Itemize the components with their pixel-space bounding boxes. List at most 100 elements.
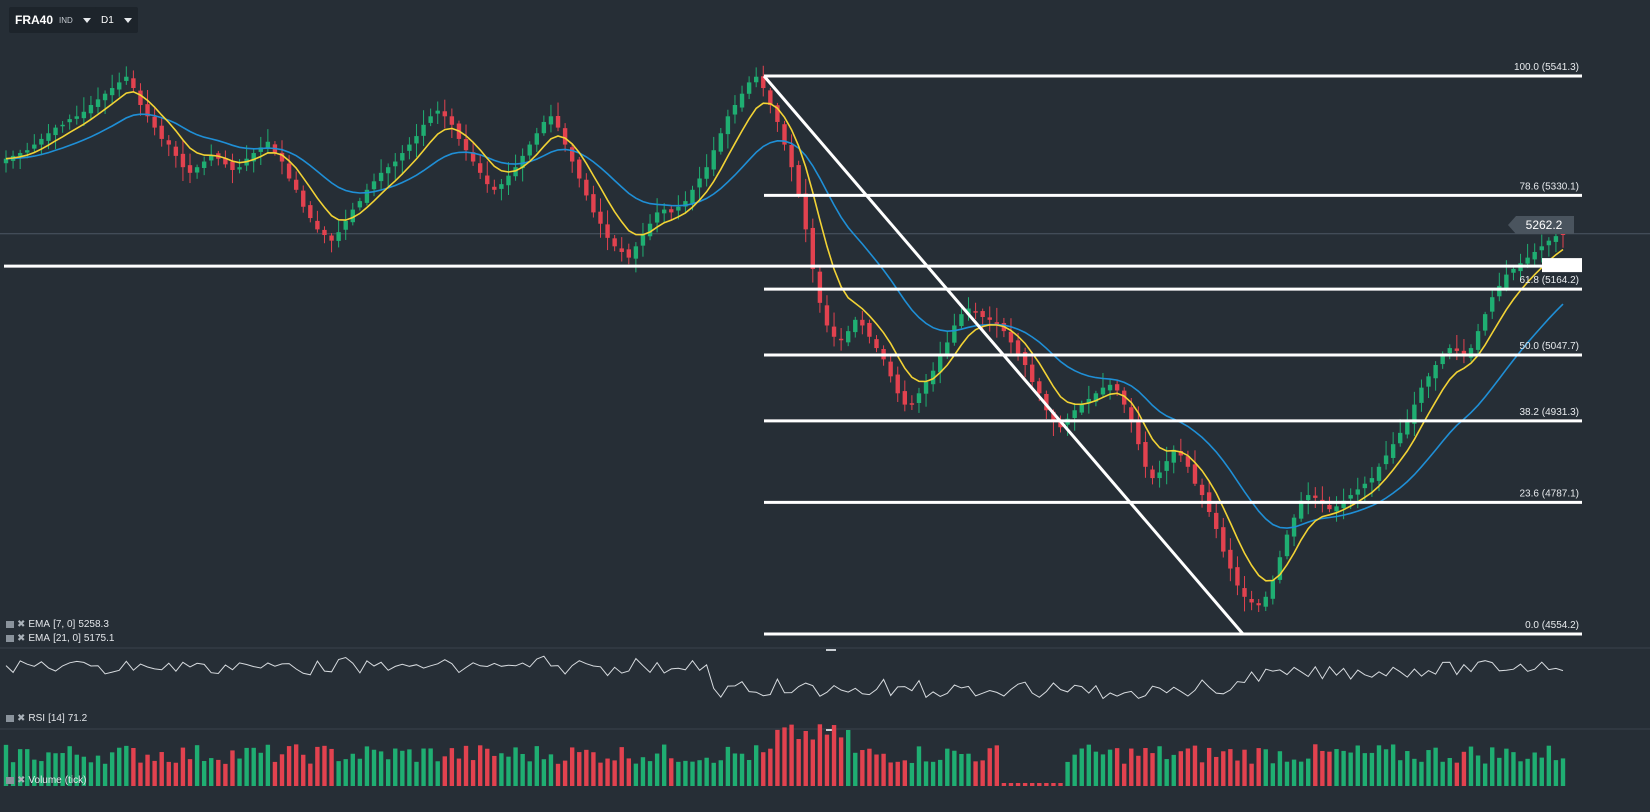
ema-fast-line xyxy=(5,90,1564,582)
legend-ema-fast: ✖ EMA [7, 0] 5258.3 xyxy=(6,619,109,630)
volume-bar xyxy=(1136,755,1141,786)
volume-bar xyxy=(152,760,157,786)
volume-bar xyxy=(1171,754,1176,786)
volume-bar xyxy=(1178,751,1184,786)
close-icon[interactable]: ✖ xyxy=(17,713,26,724)
candle-body xyxy=(704,167,709,179)
volume-bar xyxy=(463,745,469,786)
volume-bar xyxy=(640,757,646,786)
volume-bar xyxy=(987,748,992,786)
candle-body xyxy=(838,338,844,341)
volume-bar xyxy=(10,762,16,786)
candle-body xyxy=(32,144,37,149)
candle-body xyxy=(711,150,716,170)
volume-bar xyxy=(1504,748,1509,786)
timeframe-selector[interactable]: D1 xyxy=(95,7,138,33)
candle-body xyxy=(74,116,79,119)
symbol-selector[interactable]: FRA40 IND xyxy=(9,7,99,33)
candle-body xyxy=(428,116,433,123)
volume-bar xyxy=(881,753,886,786)
candle-body xyxy=(1072,410,1077,418)
volume-bar xyxy=(577,752,582,786)
volume-bar xyxy=(109,752,115,786)
candle-body xyxy=(739,93,745,108)
candle-body xyxy=(555,116,561,128)
volume-bar xyxy=(1214,756,1219,786)
candle-body xyxy=(53,127,58,136)
candle-body xyxy=(1199,484,1205,496)
volume-bar xyxy=(725,746,731,786)
fib-level-label: 100.0 (5541.3) xyxy=(1514,62,1579,73)
legend-ema-slow: ✖ EMA [21, 0] 5175.1 xyxy=(6,633,114,644)
candle-body xyxy=(124,76,129,81)
close-icon[interactable]: ✖ xyxy=(17,619,26,630)
settings-icon[interactable] xyxy=(6,777,14,784)
volume-bar xyxy=(1157,746,1162,786)
volume-bar xyxy=(1206,747,1212,786)
support-line-handle xyxy=(1542,258,1582,273)
volume-bar xyxy=(1327,751,1332,786)
candle-body xyxy=(1228,549,1233,569)
volume-bar xyxy=(315,746,320,786)
volume-bar xyxy=(1058,783,1063,786)
close-icon[interactable]: ✖ xyxy=(17,775,26,786)
legend-volume-label: Volume xyxy=(28,775,62,786)
volume-bar xyxy=(1553,760,1559,786)
candle-body xyxy=(1405,421,1410,435)
volume-bar xyxy=(286,746,292,786)
volume-bar xyxy=(1440,761,1445,786)
settings-icon[interactable] xyxy=(6,635,14,642)
candle-body xyxy=(364,189,370,203)
volume-bar xyxy=(1221,751,1226,786)
candle-body xyxy=(485,175,490,185)
candle-body xyxy=(400,153,405,161)
candle-body xyxy=(732,104,738,115)
volume-bar xyxy=(1242,749,1247,786)
volume-bar xyxy=(1001,783,1007,786)
candle-body xyxy=(506,175,511,186)
candle-body xyxy=(1468,348,1474,358)
candle-body xyxy=(1447,348,1452,354)
candle-body xyxy=(1369,478,1375,483)
volume-bar xyxy=(1065,761,1070,786)
volume-bar xyxy=(187,759,193,786)
candle-body xyxy=(3,158,9,164)
candle-body xyxy=(378,172,384,182)
volume-bar xyxy=(817,724,823,786)
candle-body xyxy=(237,167,242,170)
candle-body xyxy=(1560,233,1566,236)
candle-body xyxy=(102,93,108,101)
volume-bar xyxy=(1511,752,1516,786)
volume-bar xyxy=(180,747,186,786)
volume-bar xyxy=(1348,752,1353,786)
volume-bar xyxy=(1376,745,1382,786)
volume-bar xyxy=(683,760,688,786)
settings-icon[interactable] xyxy=(6,621,14,628)
volume-bar xyxy=(1313,744,1318,786)
volume-bar xyxy=(117,747,122,786)
candle-body xyxy=(1122,390,1127,405)
volume-bar xyxy=(966,753,971,786)
volume-bar xyxy=(1044,783,1049,786)
candle-body xyxy=(1022,352,1028,366)
volume-bar xyxy=(753,745,759,786)
candle-body xyxy=(371,181,377,190)
volume-bar xyxy=(1539,757,1544,786)
close-icon[interactable]: ✖ xyxy=(17,633,26,644)
volume-bar xyxy=(201,760,207,786)
settings-icon[interactable] xyxy=(6,715,14,722)
volume-bar xyxy=(796,739,801,786)
candle-body xyxy=(145,104,150,117)
candle-body xyxy=(315,220,320,230)
candle-body xyxy=(916,393,922,404)
volume-bar xyxy=(1015,783,1021,786)
candle-body xyxy=(308,205,313,219)
volume-bar xyxy=(53,753,58,786)
candle-body xyxy=(449,116,455,125)
candle-body xyxy=(470,152,476,162)
candle-body xyxy=(753,76,759,83)
candle-body xyxy=(265,141,271,149)
candle-body xyxy=(286,163,292,179)
volume-bar xyxy=(1086,744,1092,786)
